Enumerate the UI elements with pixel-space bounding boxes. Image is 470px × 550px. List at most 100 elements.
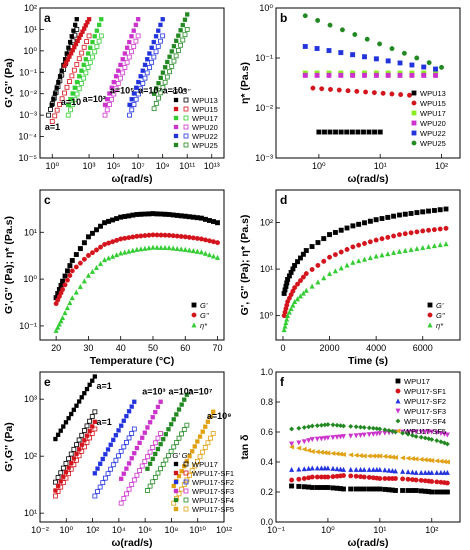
y-tick-label: 10¹ bbox=[24, 227, 37, 237]
data-point bbox=[353, 486, 359, 492]
data-point bbox=[76, 86, 82, 92]
legend-marker-open bbox=[183, 488, 189, 494]
data-point bbox=[362, 72, 367, 78]
x-tick-label: 10³ bbox=[83, 161, 96, 171]
data-point bbox=[90, 39, 95, 45]
data-point bbox=[418, 429, 424, 435]
data-point bbox=[352, 32, 358, 37]
data-point bbox=[356, 242, 362, 248]
data-point bbox=[426, 60, 432, 66]
data-point bbox=[108, 466, 114, 472]
data-point bbox=[181, 427, 187, 432]
data-point bbox=[69, 268, 75, 274]
data-point bbox=[362, 241, 367, 246]
data-point bbox=[66, 416, 71, 421]
data-point bbox=[118, 448, 124, 454]
data-point bbox=[434, 489, 440, 495]
series-wpu17-sf3 bbox=[118, 399, 164, 506]
data-point bbox=[405, 469, 411, 475]
data-point bbox=[296, 425, 302, 431]
data-point bbox=[349, 129, 355, 135]
data-point bbox=[443, 225, 449, 231]
data-point bbox=[59, 96, 65, 102]
data-point bbox=[163, 432, 169, 437]
legend-label: WPU13 bbox=[420, 89, 446, 98]
data-point bbox=[198, 236, 204, 242]
data-point bbox=[103, 475, 108, 481]
data-point bbox=[350, 72, 356, 78]
data-point bbox=[178, 233, 184, 239]
data-point bbox=[338, 50, 344, 56]
data-point bbox=[370, 466, 376, 472]
legend-marker-open bbox=[183, 470, 189, 476]
shift-factor-label: a=10² bbox=[83, 94, 106, 104]
series-wpu22 bbox=[127, 17, 166, 118]
data-point bbox=[310, 85, 316, 91]
data-point bbox=[145, 57, 150, 62]
data-point bbox=[67, 263, 73, 269]
data-point bbox=[176, 473, 182, 479]
data-point bbox=[92, 493, 98, 499]
data-point bbox=[126, 235, 132, 241]
data-point bbox=[413, 433, 419, 440]
data-point bbox=[206, 252, 213, 258]
data-point bbox=[184, 422, 190, 428]
data-point bbox=[61, 424, 66, 429]
data-point bbox=[353, 424, 359, 430]
data-point bbox=[69, 73, 75, 79]
data-point bbox=[422, 429, 428, 435]
data-point bbox=[139, 463, 145, 469]
data-point bbox=[79, 50, 85, 56]
data-point bbox=[167, 69, 172, 75]
legend-label: WPU20 bbox=[192, 123, 218, 132]
data-point bbox=[120, 57, 125, 62]
data-point bbox=[97, 260, 104, 267]
data-point bbox=[98, 244, 103, 250]
data-point bbox=[100, 480, 106, 486]
data-point bbox=[295, 296, 301, 302]
data-point bbox=[288, 444, 295, 450]
data-point bbox=[391, 233, 397, 239]
data-point bbox=[114, 252, 120, 258]
data-point bbox=[392, 468, 399, 474]
data-point bbox=[87, 59, 93, 65]
shift-factor-label: a=10⁵ bbox=[110, 86, 135, 96]
data-point bbox=[87, 418, 93, 424]
data-point bbox=[353, 466, 359, 472]
data-point bbox=[321, 258, 327, 264]
data-point bbox=[200, 429, 205, 434]
panel-c: 20 30 40 50 60 70 10⁻¹ 10⁰ 10¹ Temperature (°C) G'… bbox=[3, 189, 225, 367]
data-point bbox=[413, 488, 419, 493]
data-point bbox=[62, 90, 67, 96]
data-point bbox=[321, 129, 327, 135]
data-point bbox=[160, 33, 166, 39]
data-point bbox=[59, 72, 65, 78]
data-point bbox=[121, 444, 127, 450]
data-point bbox=[336, 87, 342, 93]
data-point bbox=[76, 399, 82, 404]
data-point bbox=[138, 246, 144, 252]
data-point bbox=[173, 440, 179, 445]
data-point bbox=[306, 465, 312, 471]
data-point bbox=[437, 207, 443, 213]
data-point bbox=[126, 435, 132, 441]
data-point bbox=[377, 466, 383, 472]
data-point bbox=[309, 474, 315, 480]
data-point bbox=[64, 51, 69, 56]
panel-letter: e bbox=[44, 375, 51, 389]
legend-label: WPU25 bbox=[420, 139, 446, 148]
data-point bbox=[69, 295, 75, 301]
data-point bbox=[444, 441, 450, 447]
data-point bbox=[92, 409, 98, 415]
data-point bbox=[67, 79, 72, 84]
data-point bbox=[198, 249, 204, 255]
data-point bbox=[120, 70, 126, 76]
x-tick-label: 0 bbox=[280, 343, 285, 353]
data-point bbox=[158, 466, 164, 472]
data-point bbox=[182, 234, 188, 240]
shift-factor-label: a=10³ bbox=[142, 387, 165, 397]
data-point bbox=[426, 436, 432, 442]
series-wpu17 bbox=[302, 70, 439, 76]
data-point bbox=[77, 283, 83, 290]
data-point bbox=[355, 129, 361, 135]
